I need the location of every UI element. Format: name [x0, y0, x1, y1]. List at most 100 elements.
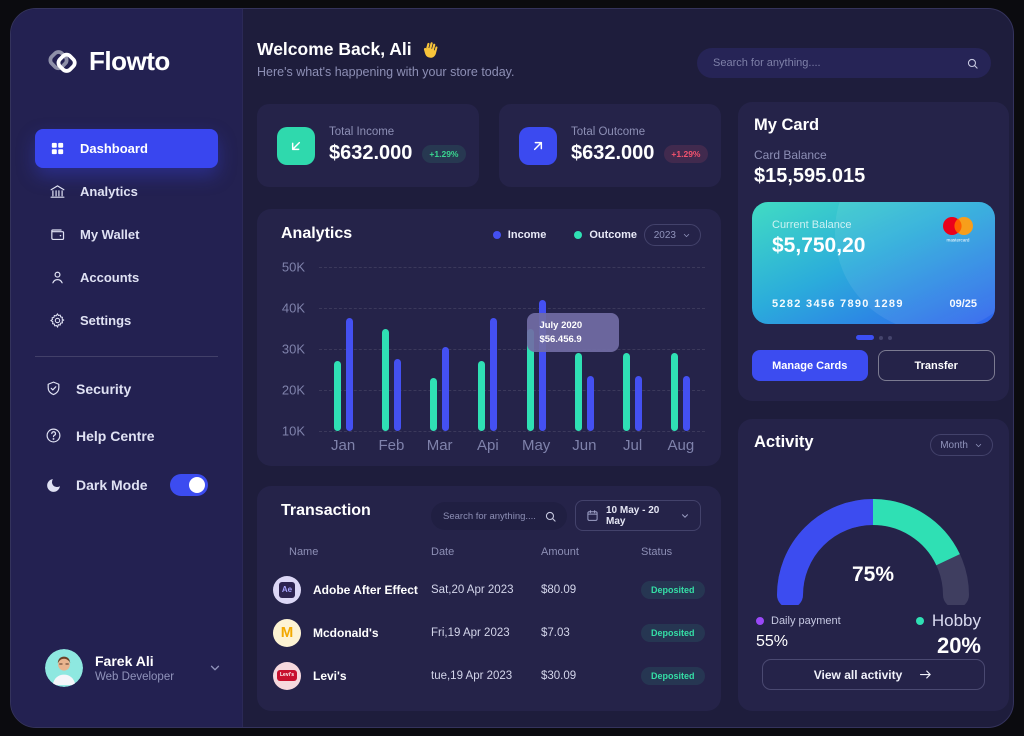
sidebar-secondary-item[interactable]: Dark Mode	[35, 463, 218, 507]
sidebar-nav-item[interactable]: Settings	[35, 301, 218, 340]
bar-outcome-api[interactable]	[478, 361, 486, 431]
view-all-activity-button[interactable]: View all activity	[762, 659, 985, 690]
year-select-value: 2023	[653, 229, 676, 241]
sidebar-nav-item[interactable]: Analytics	[35, 172, 218, 211]
pagination-dot-active[interactable]	[855, 335, 874, 340]
sidebar-nav-item[interactable]: My Wallet	[35, 215, 218, 254]
bar-outcome-jul[interactable]	[623, 353, 631, 431]
bar-income-mar[interactable]	[442, 346, 450, 431]
table-row[interactable]: Levi's Levi's tue,19 Apr 2023 $30.09 Dep…	[257, 654, 721, 697]
legend-item: Outcome	[574, 229, 637, 241]
gridline	[319, 431, 705, 432]
bar-income-api[interactable]	[490, 318, 498, 431]
dark-mode-toggle[interactable]	[170, 474, 208, 496]
search-icon[interactable]	[966, 57, 979, 70]
sidebar-secondary-nav: Security Help Centre Dark Mode	[35, 369, 218, 515]
card-pagination-dots[interactable]	[738, 335, 1009, 340]
date-range-value: 10 May - 20 May	[606, 504, 660, 527]
svg-text:mastercard: mastercard	[947, 238, 970, 243]
bar-outcome-aug[interactable]	[671, 353, 679, 431]
col-date: Date	[431, 546, 455, 558]
bar-chart-plot: Jan Feb Mar Api May Jun Jul Aug July 2020 $56.4…	[319, 267, 705, 454]
sidebar-nav-item[interactable]: Accounts	[35, 258, 218, 297]
manage-cards-button[interactable]: Manage Cards	[752, 350, 868, 381]
global-search-input[interactable]	[713, 57, 966, 69]
chevron-down-icon	[680, 511, 690, 521]
bar-income-jul[interactable]	[635, 375, 643, 431]
col-status: Status	[641, 546, 673, 558]
legend-value: 20%	[936, 633, 981, 658]
cta-label: View all activity	[813, 667, 903, 682]
bar-income-jun[interactable]	[586, 375, 594, 431]
user-profile[interactable]: Farek Ali Web Developer	[45, 649, 222, 687]
merchant-cell: Levi's Levi's	[273, 661, 431, 690]
sidebar-nav-item[interactable]: Dashboard	[35, 129, 218, 168]
transaction-search[interactable]	[431, 502, 567, 530]
stat-delta-badge: +1.29%	[422, 144, 466, 163]
merchant-logo-icon: M	[273, 618, 301, 647]
merchant-name: Mcdonald's	[313, 625, 379, 640]
nav-label: My Wallet	[80, 227, 140, 242]
pagination-dot[interactable]	[887, 335, 892, 340]
date-range-select[interactable]: 10 May - 20 May	[575, 500, 701, 531]
x-tick-label: Mar	[426, 437, 453, 454]
bar-income-jan[interactable]	[345, 318, 353, 431]
date-cell: Sat,20 Apr 2023	[431, 583, 514, 596]
sidebar-secondary-item[interactable]: Help Centre	[35, 416, 218, 455]
trend-arrow-icon	[288, 138, 304, 154]
bar-income-may[interactable]	[538, 299, 546, 431]
bar-income-aug[interactable]	[683, 375, 691, 431]
brand-name: Flowto	[89, 45, 170, 76]
page-subtitle: Here's what's happening with your store …	[257, 65, 515, 79]
table-row[interactable]: M Mcdonald's Fri,19 Apr 2023 $7.03 Depos…	[257, 611, 721, 654]
nav-label: Accounts	[80, 270, 140, 285]
bar-group	[560, 267, 608, 431]
bar-income-feb[interactable]	[393, 359, 401, 431]
chart-bars	[319, 267, 705, 431]
table-row[interactable]: Ae Adobe After Effect Sat,20 Apr 2023 $8…	[257, 568, 721, 611]
period-select-value: Month	[940, 439, 968, 451]
merchant-logo-icon: Ae	[273, 575, 301, 604]
chart-tooltip: July 2020 $56.456.9	[527, 313, 620, 352]
merchant-name: Levi's	[313, 668, 347, 683]
bar-outcome-mar[interactable]	[430, 377, 438, 431]
gauge-center-label: 75%	[852, 563, 894, 586]
gridline	[319, 390, 705, 391]
wave-emoji-icon	[420, 40, 440, 60]
gridline	[319, 349, 705, 350]
tooltip-value: $56.456.9	[539, 334, 582, 345]
nav-icon	[49, 312, 66, 329]
merchant-name: Adobe After Effect	[313, 582, 418, 597]
arrow-right-icon	[918, 667, 933, 682]
activity-panel: Activity Month 75% Daily payment 55% Hob…	[738, 419, 1009, 711]
legend-dot	[492, 231, 501, 239]
sidebar: Flowto Dashboard Analytics My Wallet	[11, 9, 243, 727]
chart-gridlines	[319, 267, 705, 432]
transaction-search-input[interactable]	[443, 510, 544, 522]
period-select[interactable]: Month	[930, 434, 993, 456]
global-search[interactable]	[697, 48, 991, 78]
legend-item: Income	[492, 229, 546, 241]
transfer-button[interactable]: Transfer	[877, 350, 995, 381]
search-icon[interactable]	[544, 510, 557, 523]
activity-gauge: 75%	[761, 483, 985, 608]
bar-outcome-may[interactable]	[526, 328, 534, 431]
mastercard-logo-icon: mastercard	[933, 214, 981, 244]
bar-group	[512, 267, 560, 431]
chevron-down-icon[interactable]	[208, 661, 222, 675]
y-tick-label: 20K	[281, 382, 305, 398]
sidebar-secondary-item[interactable]: Security	[35, 369, 218, 408]
y-tick-label: 30K	[281, 341, 305, 357]
bar-outcome-feb[interactable]	[381, 328, 389, 431]
pagination-dot[interactable]	[878, 335, 883, 340]
year-select[interactable]: 2023	[643, 224, 701, 246]
bar-outcome-jan[interactable]	[333, 361, 341, 431]
bar-outcome-jun[interactable]	[574, 353, 582, 431]
flowto-logo-icon	[45, 43, 81, 79]
card-number: 5282 3456 7890 1289	[772, 298, 904, 310]
chart-legend: Income Outcome	[492, 229, 637, 241]
credit-card[interactable]: Current Balance $5,750,20 mastercard 528…	[752, 202, 995, 324]
stat-value: $632.000	[329, 142, 413, 164]
nav-icon	[45, 477, 62, 494]
chevron-down-icon	[682, 231, 691, 240]
